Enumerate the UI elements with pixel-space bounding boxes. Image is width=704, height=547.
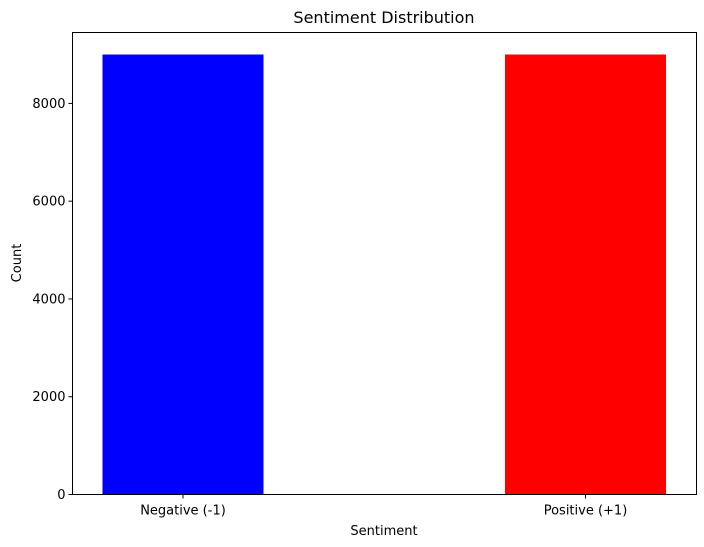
y-tick-label: 0 bbox=[57, 488, 65, 503]
bar-positive bbox=[505, 54, 666, 495]
y-axis: 0 2000 4000 6000 8000 bbox=[32, 97, 73, 503]
x-tick-label: Negative (-1) bbox=[140, 504, 226, 519]
x-axis: Negative (-1) Positive (+1) bbox=[140, 494, 628, 519]
y-tick-label: 6000 bbox=[32, 195, 65, 210]
y-tick-label: 8000 bbox=[32, 97, 65, 112]
y-tick-label: 4000 bbox=[32, 292, 65, 307]
y-tick-label: 2000 bbox=[32, 390, 65, 405]
bar-negative bbox=[102, 54, 264, 495]
bars-layer bbox=[102, 54, 666, 495]
x-axis-label: Sentiment bbox=[350, 524, 417, 539]
y-axis-label: Count bbox=[10, 244, 25, 283]
x-tick-label: Positive (+1) bbox=[544, 504, 628, 519]
plot-frame bbox=[72, 32, 697, 495]
chart-title: Sentiment Distribution bbox=[293, 8, 474, 27]
